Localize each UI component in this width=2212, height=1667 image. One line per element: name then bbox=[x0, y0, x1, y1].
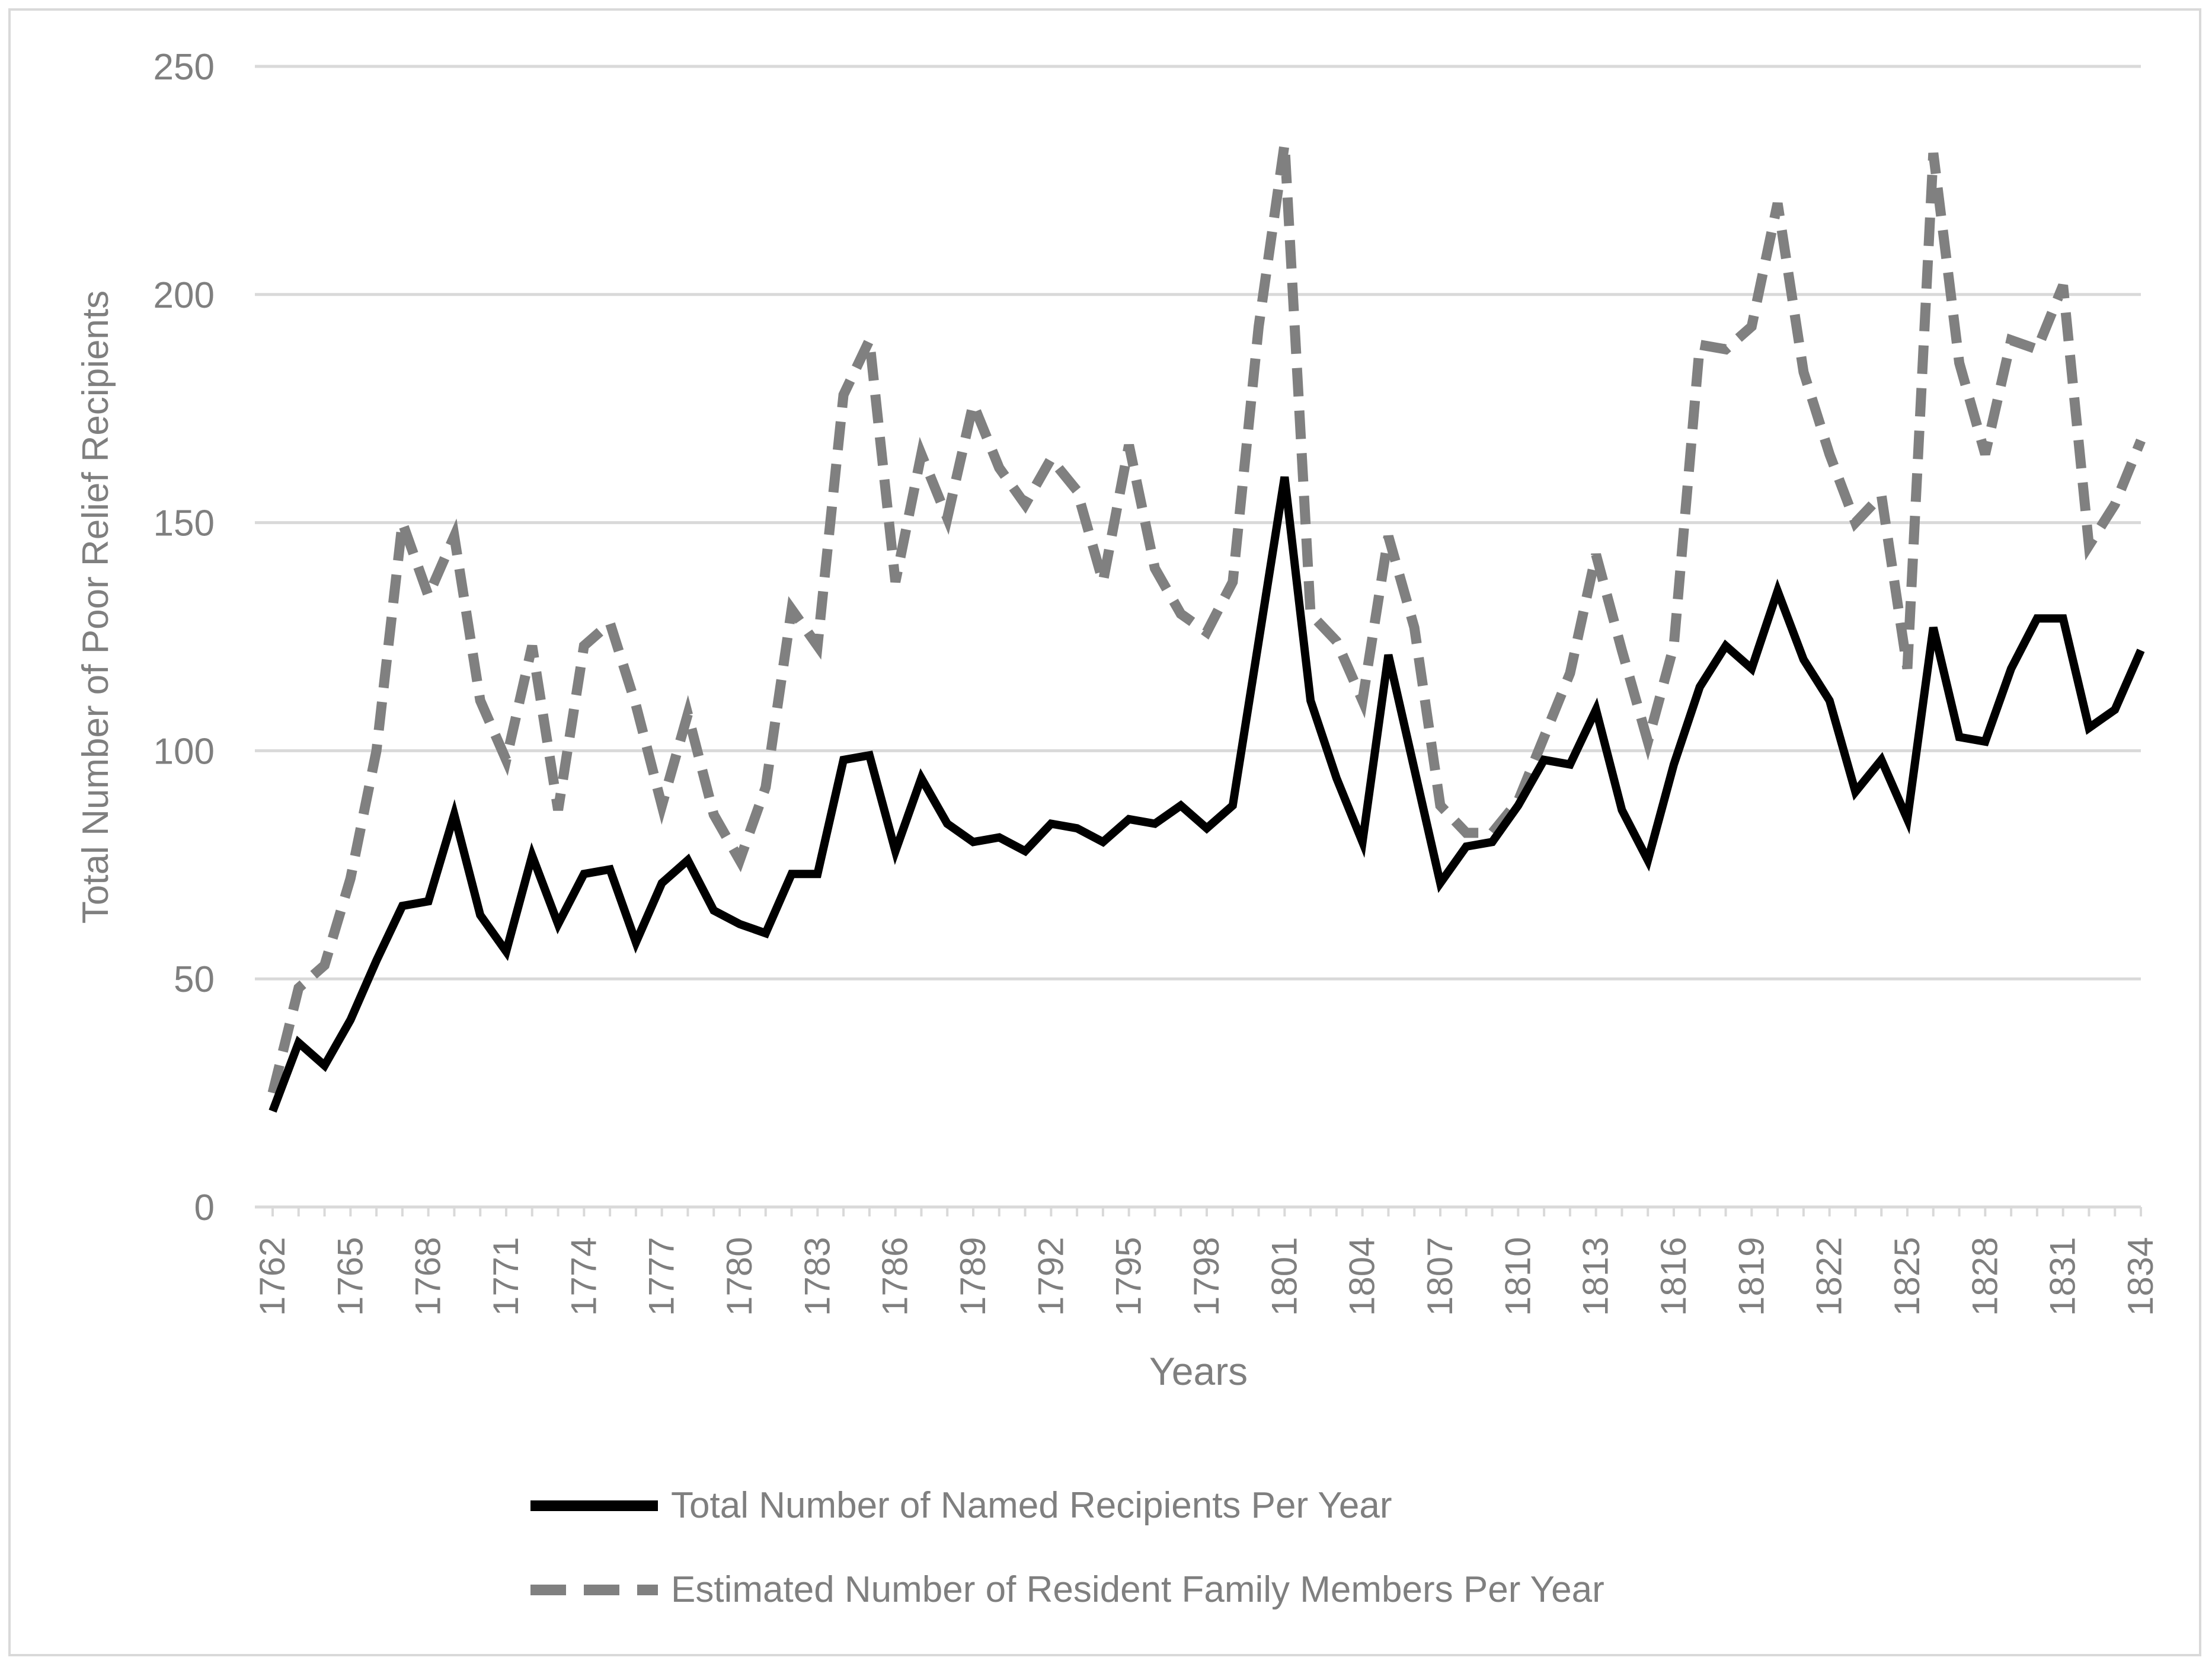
y-tick-label: 50 bbox=[174, 959, 215, 1000]
x-tick-label: 1774 bbox=[564, 1237, 603, 1316]
x-tick-label: 1765 bbox=[330, 1237, 370, 1316]
y-tick-label: 200 bbox=[154, 275, 215, 316]
series-lines bbox=[267, 143, 2146, 1113]
x-axis-title: Years bbox=[1149, 1349, 1248, 1393]
x-tick-label: 1777 bbox=[642, 1237, 682, 1316]
x-tick-label: 1786 bbox=[875, 1237, 915, 1316]
legend-label-family-members: Estimated Number of Resident Family Memb… bbox=[671, 1569, 1604, 1610]
x-tick-label: 1828 bbox=[1965, 1237, 2005, 1316]
x-tick-label: 1807 bbox=[1420, 1237, 1460, 1316]
series-line-named-recipients bbox=[268, 476, 2145, 1113]
x-tick-label: 1798 bbox=[1187, 1237, 1226, 1316]
x-tick-label: 1810 bbox=[1498, 1237, 1537, 1316]
y-tick-label: 250 bbox=[154, 47, 215, 88]
x-tick-label: 1831 bbox=[2043, 1237, 2083, 1316]
x-tick-label: 1762 bbox=[252, 1237, 292, 1316]
x-tick-label: 1789 bbox=[953, 1237, 993, 1316]
series-line-family-members bbox=[267, 143, 2146, 1094]
x-tick-label: 1825 bbox=[1887, 1237, 1927, 1316]
x-tick-label: 1819 bbox=[1731, 1237, 1771, 1316]
y-tick-label: 150 bbox=[154, 503, 215, 544]
x-axis-ticks: 1762 1765 1768 1771 1774 1777 1780 1783 1786 1789… bbox=[252, 1207, 2160, 1316]
x-tick-label: 1822 bbox=[1810, 1237, 1849, 1316]
gridlines bbox=[255, 65, 2141, 1209]
legend-label-named-recipients: Total Number of Named Recipients Per Yea… bbox=[671, 1485, 1392, 1526]
y-axis-title: Total Number of Poor Relief Recipients bbox=[75, 290, 116, 924]
x-tick-label: 1783 bbox=[797, 1237, 837, 1316]
x-tick-label: 1813 bbox=[1576, 1237, 1616, 1316]
x-tick-label: 1795 bbox=[1109, 1237, 1149, 1316]
x-tick-label: 1780 bbox=[720, 1237, 759, 1316]
x-tick-label: 1792 bbox=[1031, 1237, 1070, 1316]
x-tick-label: 1768 bbox=[408, 1237, 448, 1316]
y-axis-ticks: 0 50 100 150 200 250 bbox=[154, 47, 215, 1228]
legend: Total Number of Named Recipients Per Yea… bbox=[530, 1485, 1604, 1610]
x-tick-label: 1771 bbox=[486, 1237, 526, 1316]
chart-frame bbox=[8, 8, 2201, 1656]
x-tick-label: 1834 bbox=[2121, 1237, 2160, 1316]
y-tick-label: 100 bbox=[154, 731, 215, 772]
x-tick-label: 1801 bbox=[1264, 1237, 1304, 1316]
x-tick-label: 1804 bbox=[1342, 1237, 1382, 1316]
x-tick-label: 1816 bbox=[1654, 1237, 1693, 1316]
y-tick-label: 0 bbox=[194, 1187, 215, 1228]
